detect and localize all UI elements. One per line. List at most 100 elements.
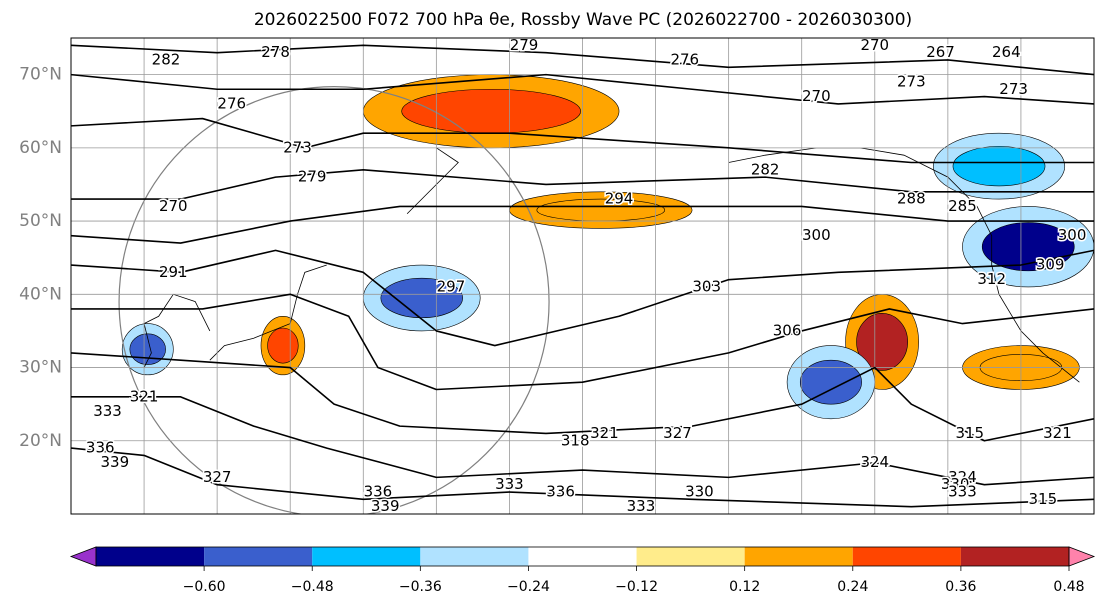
colorbar-segment bbox=[744, 547, 853, 566]
colorbar-segment bbox=[528, 547, 637, 566]
colorbar-segment bbox=[420, 547, 529, 566]
theta-e-contour bbox=[71, 396, 1094, 486]
contour-label: 279 bbox=[510, 36, 539, 54]
theta-e-contour bbox=[71, 73, 1094, 105]
contour-label: 315 bbox=[1029, 490, 1058, 508]
pc-region-core bbox=[952, 146, 1046, 187]
theta-e-contour bbox=[71, 249, 1094, 347]
contour-label: 300 bbox=[802, 226, 831, 244]
reference-circle bbox=[118, 86, 550, 514]
lat-tick-label: 70°N bbox=[19, 65, 62, 85]
contour-label: 312 bbox=[977, 270, 1006, 288]
lat-tick-label: 20°N bbox=[19, 431, 62, 451]
pc-region-core bbox=[267, 327, 299, 364]
contour-label: 318 bbox=[561, 431, 590, 449]
contour-label: 273 bbox=[283, 138, 312, 156]
contour-label: 333 bbox=[93, 402, 122, 420]
contour-label: 327 bbox=[203, 468, 232, 486]
gridline-layer bbox=[71, 38, 1094, 514]
theta-e-contour bbox=[71, 205, 1094, 244]
contour-label: 336 bbox=[546, 483, 575, 501]
colorbar-segment bbox=[960, 547, 1069, 566]
lat-tick-label: 30°N bbox=[19, 358, 62, 378]
colorbar-segment bbox=[96, 547, 205, 566]
lat-tick-label: 50°N bbox=[19, 211, 62, 231]
theta-e-contour bbox=[71, 44, 1094, 76]
contour-label: 309 bbox=[1036, 256, 1065, 274]
colorbar-extend-min bbox=[69, 546, 97, 567]
lat-tick-label: 40°N bbox=[19, 284, 62, 304]
contour-label: 267 bbox=[926, 43, 955, 61]
contour-label: 294 bbox=[605, 190, 634, 208]
contour-label: 315 bbox=[955, 424, 984, 442]
contour-label: 270 bbox=[159, 197, 188, 215]
contour-label: 306 bbox=[773, 321, 802, 339]
coastline bbox=[406, 147, 459, 215]
contour-label: 276 bbox=[670, 50, 699, 68]
theta-e-contour bbox=[71, 352, 1094, 442]
contour-label: 330 bbox=[941, 475, 970, 493]
pc-region-core bbox=[536, 198, 666, 222]
contour-label: 321 bbox=[590, 424, 619, 442]
contour-label: 282 bbox=[152, 50, 181, 68]
contour-label: 321 bbox=[130, 387, 159, 405]
colorbar-tick-label: −0.48 bbox=[291, 579, 334, 595]
colorbar-segment bbox=[852, 547, 961, 566]
colorbar-extend-max bbox=[1068, 546, 1096, 567]
colorbar-tick-label: −0.12 bbox=[615, 579, 658, 595]
theta-e-contour bbox=[71, 117, 1094, 164]
chart-title: 2026022500 F072 700 hPa θe, Rossby Wave … bbox=[253, 10, 913, 30]
map-panel: 279 278 282 276 270 267 264 273 273 270 276 273 279 2… bbox=[19, 34, 1095, 517]
pc-region-core bbox=[799, 359, 862, 405]
contour-label: 270 bbox=[802, 87, 831, 105]
theta-e-contour bbox=[71, 447, 1094, 508]
colorbar-tick-label: 0.48 bbox=[1053, 579, 1084, 595]
coastline bbox=[143, 293, 211, 368]
contour-label: 273 bbox=[897, 72, 926, 90]
contour-label: 324 bbox=[860, 453, 889, 471]
contour-label: 321 bbox=[1043, 424, 1072, 442]
contour-label: 291 bbox=[159, 263, 188, 281]
contour-label: 285 bbox=[948, 197, 977, 215]
contour-label: 300 bbox=[1058, 226, 1087, 244]
map-frame bbox=[70, 37, 1095, 515]
colorbar-segment bbox=[312, 547, 421, 566]
theta-e-contour-layer bbox=[71, 44, 1094, 508]
contour-label: 282 bbox=[751, 160, 780, 178]
colorbar-tick-label: 0.36 bbox=[945, 579, 976, 595]
contour-label: 276 bbox=[217, 94, 246, 112]
lat-tick-label: 60°N bbox=[19, 138, 62, 158]
contour-label: 279 bbox=[298, 168, 327, 186]
pc-region-core bbox=[856, 313, 908, 371]
theta-e-contour bbox=[71, 169, 1094, 200]
contour-label: 303 bbox=[692, 277, 721, 295]
contour-label: 273 bbox=[999, 80, 1028, 98]
contour-label: 333 bbox=[948, 483, 977, 501]
pc-region-core bbox=[401, 88, 581, 134]
colorbar-tick-label: −0.60 bbox=[183, 579, 226, 595]
colorbar-segment bbox=[204, 547, 313, 566]
contour-label: 327 bbox=[663, 424, 692, 442]
colorbar-tick-label: −0.24 bbox=[507, 579, 550, 595]
pc-shading-layer bbox=[121, 74, 1094, 420]
pc-region-core bbox=[380, 277, 463, 319]
colorbar-tick-label: −0.36 bbox=[399, 579, 442, 595]
theta-e-contour bbox=[71, 293, 1094, 391]
contour-label: 297 bbox=[437, 277, 466, 295]
contour-label: 339 bbox=[371, 497, 400, 515]
contour-label: 333 bbox=[627, 497, 656, 515]
contour-label: 324 bbox=[948, 468, 977, 486]
contour-label: 264 bbox=[992, 43, 1021, 61]
contour-label: 333 bbox=[495, 475, 524, 493]
contour-label: 270 bbox=[860, 36, 889, 54]
contour-label-layer: 279 278 282 276 270 267 264 273 273 270 276 273 279 2… bbox=[84, 34, 1087, 516]
contour-label: 336 bbox=[86, 439, 115, 457]
contour-label: 278 bbox=[261, 43, 290, 61]
latitude-labels: 20°N 30°N 40°N 50°N 60°N 70°N bbox=[19, 65, 62, 451]
colorbar-segment bbox=[636, 547, 745, 566]
colorbar-tick-label: 0.24 bbox=[837, 579, 868, 595]
contour-label: 288 bbox=[897, 190, 926, 208]
contour-label: 330 bbox=[685, 483, 714, 501]
colorbar-outline bbox=[95, 546, 1070, 567]
contour-label: 339 bbox=[101, 453, 130, 471]
